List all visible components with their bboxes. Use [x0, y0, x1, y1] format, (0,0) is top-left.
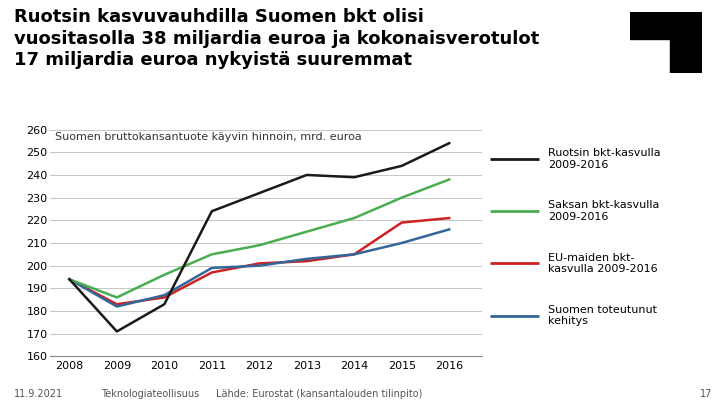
Text: Ruotsin kasvuvauhdilla Suomen bkt olisi
vuositasolla 38 miljardia euroa ja kokon: Ruotsin kasvuvauhdilla Suomen bkt olisi … — [14, 8, 540, 69]
Text: Ruotsin bkt-kasvulla
2009-2016: Ruotsin bkt-kasvulla 2009-2016 — [548, 148, 660, 170]
Bar — [630, 12, 702, 40]
Text: Teknologiateollisuus: Teknologiateollisuus — [101, 389, 199, 399]
Text: Lähde: Eurostat (kansantalouden tilinpito): Lähde: Eurostat (kansantalouden tilinpit… — [216, 389, 423, 399]
Text: Suomen toteutunut
kehitys: Suomen toteutunut kehitys — [548, 305, 657, 326]
Text: Saksan bkt-kasvulla
2009-2016: Saksan bkt-kasvulla 2009-2016 — [548, 200, 659, 222]
Text: EU-maiden bkt-
kasvulla 2009-2016: EU-maiden bkt- kasvulla 2009-2016 — [548, 253, 657, 274]
Text: 11.9.2021: 11.9.2021 — [14, 389, 63, 399]
Bar — [670, 36, 702, 73]
Text: Suomen bruttokansantuote käyvin hinnoin, mrd. euroa: Suomen bruttokansantuote käyvin hinnoin,… — [55, 132, 361, 142]
Text: 17: 17 — [701, 389, 713, 399]
